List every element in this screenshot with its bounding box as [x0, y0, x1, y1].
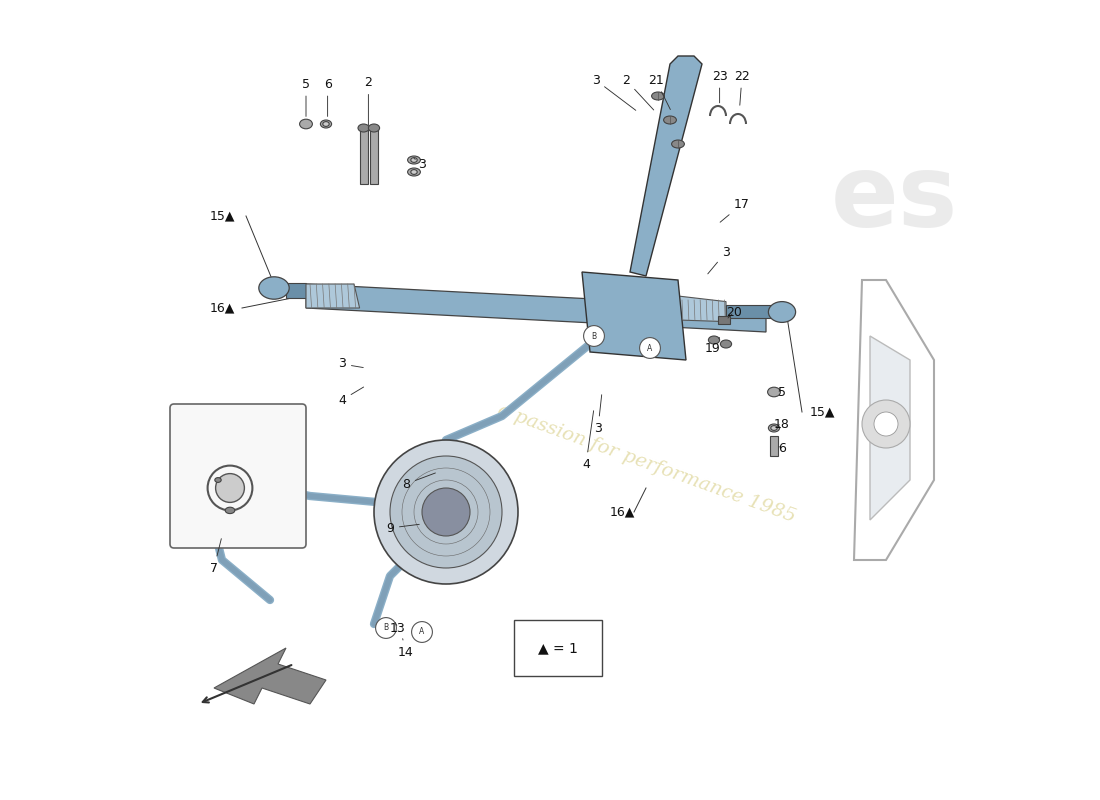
Circle shape — [874, 412, 898, 436]
Ellipse shape — [672, 140, 684, 148]
Text: A: A — [419, 627, 425, 637]
Text: 3: 3 — [338, 358, 363, 370]
Ellipse shape — [258, 277, 289, 299]
Text: 2: 2 — [364, 76, 372, 126]
Text: B: B — [384, 623, 388, 633]
Polygon shape — [678, 296, 726, 322]
Text: 16▲: 16▲ — [609, 506, 635, 518]
Text: 23: 23 — [712, 70, 727, 103]
Text: 9: 9 — [386, 522, 419, 534]
Polygon shape — [870, 336, 910, 520]
Ellipse shape — [358, 124, 370, 132]
Ellipse shape — [651, 92, 664, 100]
Circle shape — [411, 622, 432, 642]
Text: 6: 6 — [323, 78, 331, 117]
Ellipse shape — [368, 124, 379, 132]
Polygon shape — [582, 272, 686, 360]
Polygon shape — [306, 284, 766, 332]
Text: 3: 3 — [414, 158, 426, 170]
Text: 20: 20 — [726, 306, 741, 318]
Ellipse shape — [663, 116, 676, 124]
Circle shape — [584, 326, 604, 346]
Text: 4: 4 — [338, 387, 364, 406]
Text: 11: 11 — [176, 506, 191, 518]
Text: 4: 4 — [582, 410, 594, 470]
FancyBboxPatch shape — [360, 128, 367, 184]
Ellipse shape — [322, 122, 329, 126]
Text: 3: 3 — [707, 246, 730, 274]
FancyBboxPatch shape — [770, 436, 778, 456]
Text: 2: 2 — [623, 74, 653, 110]
FancyBboxPatch shape — [286, 283, 306, 298]
Ellipse shape — [771, 426, 778, 430]
Ellipse shape — [214, 478, 221, 482]
Text: 7: 7 — [210, 538, 221, 574]
Text: 3: 3 — [594, 394, 602, 434]
Text: 13: 13 — [390, 622, 406, 634]
Ellipse shape — [768, 387, 780, 397]
Ellipse shape — [408, 168, 420, 176]
Ellipse shape — [410, 170, 417, 174]
Text: 19: 19 — [704, 338, 720, 354]
FancyBboxPatch shape — [370, 128, 378, 184]
Text: 15▲: 15▲ — [810, 406, 835, 418]
Ellipse shape — [320, 120, 331, 128]
Text: 6: 6 — [778, 442, 785, 454]
FancyBboxPatch shape — [170, 404, 306, 548]
Circle shape — [862, 400, 910, 448]
Text: 15▲: 15▲ — [209, 210, 234, 222]
Text: 3: 3 — [592, 74, 636, 110]
Ellipse shape — [410, 158, 417, 162]
Circle shape — [390, 456, 502, 568]
Ellipse shape — [408, 156, 420, 164]
Text: 17: 17 — [720, 198, 750, 222]
Text: 14: 14 — [398, 638, 414, 658]
Text: 10: 10 — [176, 474, 191, 486]
Polygon shape — [306, 284, 360, 308]
Text: 5: 5 — [778, 386, 786, 398]
Polygon shape — [214, 648, 326, 704]
Text: es: es — [830, 151, 958, 249]
Text: ▲ = 1: ▲ = 1 — [538, 641, 578, 655]
Circle shape — [374, 440, 518, 584]
Circle shape — [422, 488, 470, 536]
Text: 8: 8 — [402, 473, 436, 490]
Text: 22: 22 — [734, 70, 750, 106]
Ellipse shape — [708, 336, 719, 344]
Polygon shape — [630, 56, 702, 276]
Text: 18: 18 — [774, 418, 790, 430]
Text: B: B — [592, 331, 596, 341]
Text: 21: 21 — [648, 74, 670, 110]
FancyBboxPatch shape — [726, 305, 774, 318]
Ellipse shape — [720, 340, 732, 348]
Ellipse shape — [299, 119, 312, 129]
Text: 16▲: 16▲ — [209, 302, 234, 314]
Ellipse shape — [226, 507, 234, 514]
Text: 12: 12 — [178, 418, 194, 430]
Text: a passion for performance 1985: a passion for performance 1985 — [495, 402, 798, 526]
Ellipse shape — [769, 302, 795, 322]
Circle shape — [216, 474, 244, 502]
FancyBboxPatch shape — [718, 316, 730, 324]
Ellipse shape — [769, 424, 780, 432]
Text: 5: 5 — [302, 78, 310, 117]
Text: A: A — [648, 343, 652, 353]
FancyBboxPatch shape — [514, 620, 602, 676]
Circle shape — [639, 338, 660, 358]
Circle shape — [375, 618, 396, 638]
